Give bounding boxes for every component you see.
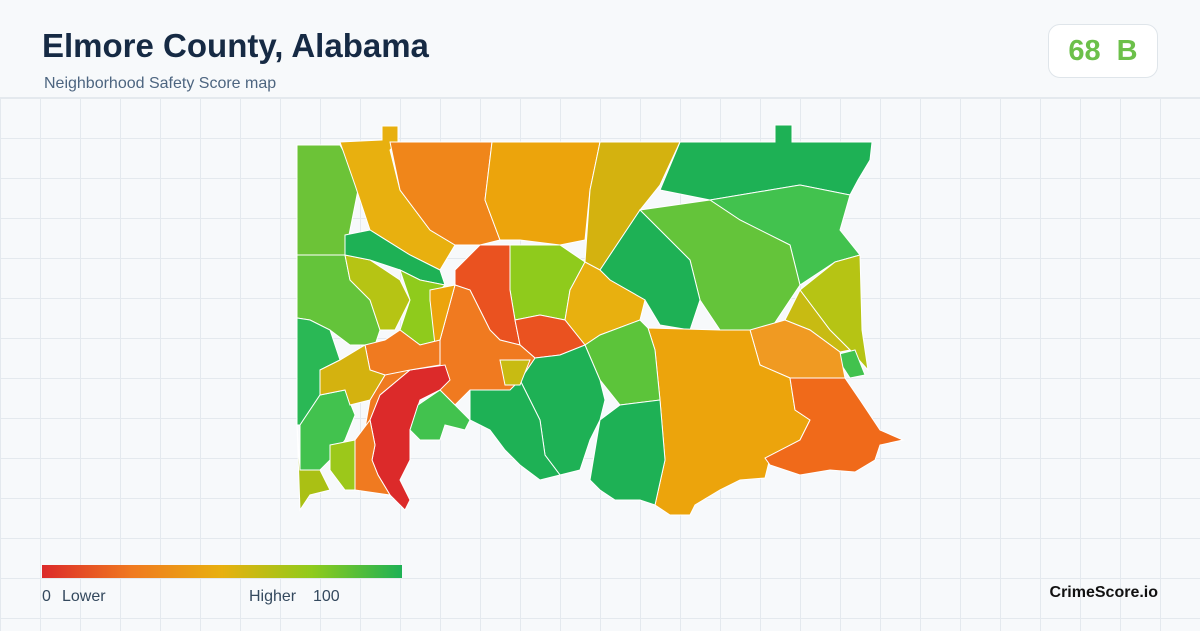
subtitle: Neighborhood Safety Score map xyxy=(44,75,277,92)
region xyxy=(319,344,386,406)
region xyxy=(589,399,666,506)
legend-min-label: Lower xyxy=(62,588,106,605)
region xyxy=(484,141,601,246)
region xyxy=(469,379,561,481)
score-grade: B xyxy=(1116,34,1138,67)
legend-min: 0 xyxy=(42,588,51,605)
brand: CrimeScore.io xyxy=(1049,584,1158,601)
score-badge: 68 B xyxy=(1048,24,1158,78)
region xyxy=(834,349,866,379)
region xyxy=(499,359,531,386)
region xyxy=(296,424,331,512)
region xyxy=(764,377,905,476)
region xyxy=(409,389,471,441)
legend-max: 100 xyxy=(313,588,340,605)
score-value: 68 xyxy=(1068,34,1101,67)
region xyxy=(659,124,873,201)
legend-gradient xyxy=(42,565,402,578)
region xyxy=(344,254,411,331)
region xyxy=(584,319,661,406)
title: Elmore County, Alabama xyxy=(42,27,429,64)
region xyxy=(354,418,391,496)
legend-max-label: Higher xyxy=(249,588,297,605)
region xyxy=(329,439,361,491)
